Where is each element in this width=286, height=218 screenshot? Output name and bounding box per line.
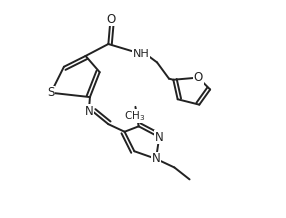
- Text: CH$_3$: CH$_3$: [124, 109, 145, 123]
- Text: S: S: [47, 86, 55, 99]
- Text: O: O: [106, 13, 115, 26]
- Text: O: O: [194, 71, 203, 84]
- Text: NH: NH: [132, 49, 149, 59]
- Text: N: N: [152, 152, 160, 165]
- Text: N: N: [155, 131, 164, 144]
- Text: N: N: [84, 105, 93, 118]
